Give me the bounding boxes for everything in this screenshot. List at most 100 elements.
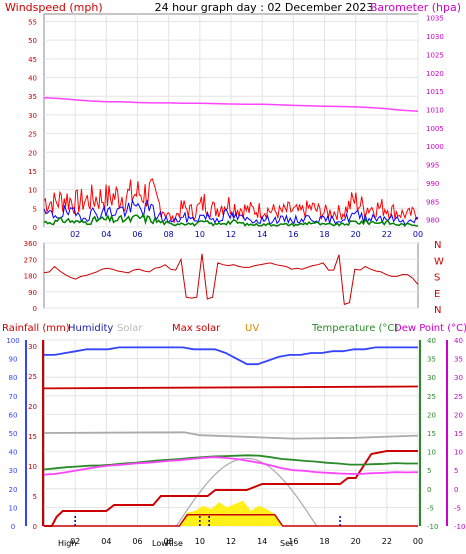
time-tick-label: 22 [382,230,392,239]
time-tick-label: 18 [319,230,329,239]
barometer-tick-label: 1025 [426,51,444,59]
humidity-line [44,346,418,366]
direction-tick-label: 270 [24,256,37,264]
sunrise-label: Rise [166,539,183,548]
time-tick-label: 00 [413,537,423,546]
barometer-tick-label: 1015 [426,88,444,96]
direction-tick-label: 90 [28,289,37,297]
rainfall-tick-label: 20 [28,403,37,411]
time-tick-label: 02 [70,537,80,546]
windspeed-tick-label: 20 [28,149,37,157]
temperature-tick-label: 0 [427,486,431,494]
humidity-tick-label: 60 [9,411,18,419]
temperature-label: Temperature (°C) [311,323,398,334]
humidity-label: Humidity [68,323,113,334]
temperature-tick-label: 15 [427,430,436,438]
windspeed-tick-label: 55 [28,18,37,26]
temperature-tick-label: -5 [427,504,434,512]
rainfall-tick-label: 30 [28,343,37,351]
average-wind-series-line [43,212,419,227]
temperature-tick-label: 25 [427,393,436,401]
windspeed-tick-label: 15 [28,168,37,176]
temperature-tick-label: 40 [427,337,436,345]
windspeed-tick-label: 10 [28,187,37,195]
time-tick-label: 04 [101,230,111,239]
rainfall-label: Rainfall (mm) [2,323,70,334]
time-tick-label: 14 [257,230,267,239]
solar-label: Solar [117,323,143,334]
time-tick-label: 10 [195,230,205,239]
dew-point-tick-label: -10 [454,523,465,531]
direction-tick-label: 180 [24,273,37,281]
windspeed-tick-label: 45 [28,56,37,64]
time-tick-label: 00 [413,230,423,239]
sunset-label: Set [280,539,293,548]
barometer-tick-label: 990 [426,180,439,188]
dew-point-label: Dew Point (°C) [394,323,466,334]
wind-panel: 0510152025303540455055980985990995100010… [28,14,444,239]
time-tick-label: 12 [226,537,236,546]
dew-point-tick-label: 30 [454,374,463,382]
windspeed-tick-label: 30 [28,112,37,120]
barometer-tick-label: 1005 [426,125,444,133]
windspeed-tick-label: 5 [33,205,37,213]
humidity-tick-label: 70 [9,393,18,401]
windspeed-tick-label: 40 [28,75,37,83]
humidity-tick-label: 100 [6,337,19,345]
time-tick-label: 04 [101,537,111,546]
time-tick-label: 16 [288,230,298,239]
barometer-tick-label: 995 [426,162,439,170]
humidity-tick-label: 30 [9,467,18,475]
uv-index-line [44,514,418,527]
rainfall-tick-label: 15 [28,433,37,441]
humidity-tick-label: 0 [11,523,15,531]
barometer-tick-label: 1035 [426,15,444,23]
humidity-tick-label: 20 [9,486,18,494]
dew-point-tick-label: -5 [454,504,461,512]
time-tick-label: 08 [164,537,174,546]
temperature-tick-label: 35 [427,356,436,364]
max-solar-label: Max solar [172,323,221,334]
humidity-tick-label: 50 [9,430,18,438]
temperature-tick-label: 10 [427,449,436,457]
time-tick-label: 18 [319,537,329,546]
barometer-axis-label: Barometer (hpa) [370,1,461,14]
temperature-tick-label: 30 [427,374,436,382]
humidity-tick-label: 40 [9,449,18,457]
rainfall-tick-label: 5 [33,493,37,501]
temperature-tick-label: 20 [427,411,436,419]
time-tick-label: 20 [351,537,361,546]
temperature-tick-label: 5 [427,467,431,475]
solar-uv-area [44,500,418,526]
dew-point-tick-label: 15 [454,430,463,438]
barometer-tick-label: 985 [426,198,439,206]
time-tick-label: 12 [226,230,236,239]
dew-point-tick-label: 5 [454,467,458,475]
windspeed-tick-label: 25 [28,131,37,139]
compass-label: N [434,305,441,316]
rainfall-tick-label: 10 [28,463,37,471]
dew-point-tick-label: 20 [454,411,463,419]
rainfall-tick-label: 25 [28,373,37,381]
temperature-tick-label: -10 [427,523,438,531]
dew-point-tick-label: 25 [454,393,463,401]
windspeed-tick-label: 35 [28,93,37,101]
barometer-tick-label: 980 [426,217,439,225]
time-tick-label: 08 [164,230,174,239]
dew-point-tick-label: 0 [454,486,458,494]
time-tick-label: 10 [195,537,205,546]
compass-label: N [434,240,441,251]
time-tick-label: 16 [288,537,298,546]
compass-label: S [434,273,440,284]
dew-point-tick-label: 40 [454,337,463,345]
cumulative-rain-line [44,450,418,527]
humidity-tick-label: 80 [9,374,18,382]
time-tick-label: 22 [382,537,392,546]
dew-point-tick-label: 10 [454,449,463,457]
windspeed-tick-label: 50 [28,37,37,45]
rain-rate-line [43,385,419,390]
time-tick-label: 06 [132,537,142,546]
barometer-tick-label: 1010 [426,106,444,114]
uv-label: UV [245,323,259,334]
